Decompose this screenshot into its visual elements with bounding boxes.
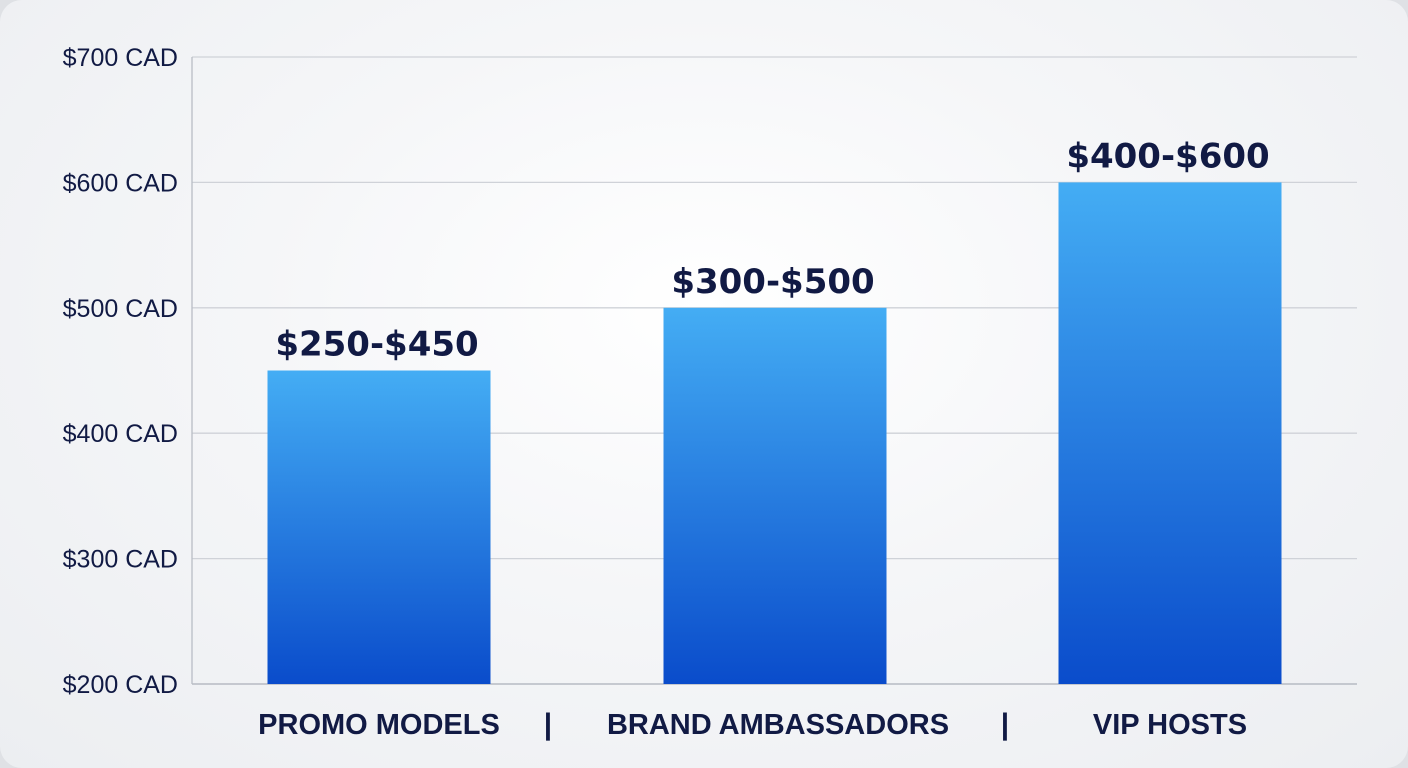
x-tick-label: PROMO MODELS bbox=[258, 709, 500, 741]
y-tick-label: $300 CAD bbox=[63, 546, 178, 574]
bar bbox=[1058, 182, 1282, 684]
data-label: $400-$600 bbox=[1066, 136, 1269, 176]
y-tick-label: $400 CAD bbox=[63, 420, 178, 448]
y-tick-label: $600 CAD bbox=[63, 169, 178, 197]
y-tick-label: $500 CAD bbox=[63, 295, 178, 323]
y-tick-label: $700 CAD bbox=[63, 44, 178, 72]
category-separator: | bbox=[1001, 708, 1009, 741]
data-label: $300-$500 bbox=[671, 262, 874, 302]
x-tick-label: BRAND AMBASSADORS bbox=[607, 709, 949, 741]
y-tick-label: $200 CAD bbox=[63, 671, 178, 699]
category-separator: | bbox=[544, 708, 552, 741]
bar bbox=[663, 307, 887, 684]
x-tick-label: VIP HOSTS bbox=[1093, 709, 1247, 741]
data-label: $250-$450 bbox=[275, 325, 478, 365]
bar bbox=[267, 370, 491, 684]
